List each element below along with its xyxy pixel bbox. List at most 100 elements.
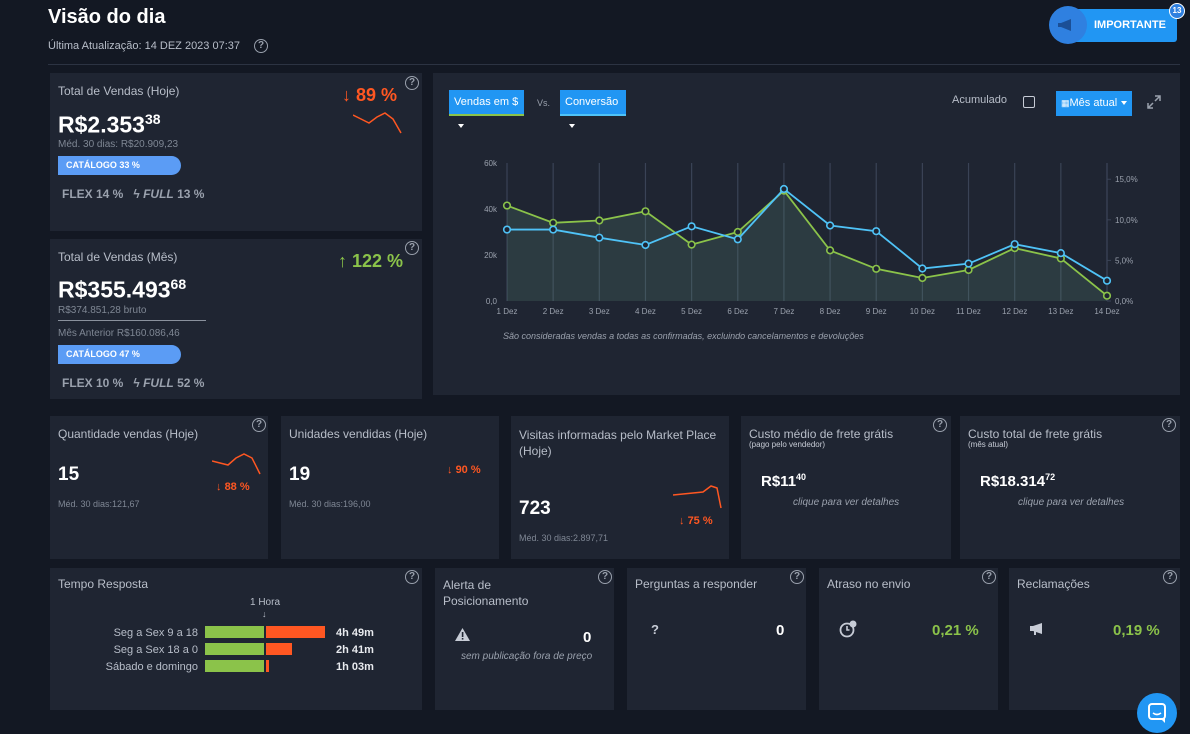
- vs-label: Vs.: [537, 98, 551, 108]
- x-tick-label: 13 Dez: [1048, 307, 1073, 316]
- alerta-title: Alerta de Posicionamento: [443, 578, 529, 608]
- kpi-freight-avg-link[interactable]: clique para ver detalhes: [793, 497, 900, 508]
- last-update-text: Última Atualização: 14 DEZ 2023 07:37: [48, 40, 241, 52]
- atraso-card: Atraso no envio ? 0,21 %: [819, 568, 998, 710]
- sales-point: [641, 207, 650, 216]
- conversion-point: [641, 240, 650, 250]
- header-divider: [48, 64, 1180, 65]
- tempo-row-label: Seg a Sex 18 a 0: [113, 644, 198, 656]
- sales-point: [918, 273, 927, 283]
- tempo-help-icon[interactable]: ?: [405, 570, 419, 584]
- x-tick-label: 2 Dez: [543, 307, 564, 316]
- chat-button[interactable]: [1137, 693, 1177, 733]
- warning-icon: [455, 628, 470, 641]
- x-tick-label: 12 Dez: [1002, 307, 1027, 316]
- conversion-point: [549, 225, 558, 234]
- sales-line: [506, 189, 1108, 297]
- tempo-row-red: [266, 626, 325, 638]
- kpi-units-title: Unidades vendidas (Hoje): [289, 427, 428, 441]
- x-tick-label: 5 Dez: [681, 307, 702, 316]
- conversion-line: [507, 187, 1108, 282]
- conversion-point: [1056, 249, 1065, 258]
- reclamacoes-help-icon[interactable]: ?: [1163, 570, 1177, 584]
- alerta-help-icon[interactable]: ?: [598, 570, 612, 584]
- sales-month-value: R$355.49368: [58, 276, 187, 303]
- kpi-freight-total-help-icon[interactable]: ?: [1162, 418, 1176, 432]
- conversao-dropdown[interactable]: Conversão: [560, 90, 626, 129]
- kpi-freight-total-link[interactable]: clique para ver detalhes: [1018, 497, 1125, 508]
- sales-month-divider: [58, 320, 206, 321]
- sales-point: [595, 216, 604, 225]
- kpi-visits-card: Visitas informadas pelo Market Place (Ho…: [511, 416, 729, 559]
- kpi-qty-card: Quantidade vendas (Hoje) ? 15 ↓ 88 % Méd…: [50, 416, 268, 559]
- y-left-tick-label: 60k: [484, 159, 498, 168]
- tempo-row-value: 4h 49m: [336, 627, 374, 639]
- kpi-freight-avg-help-icon[interactable]: ?: [933, 418, 947, 432]
- sales-month-card: Total de Vendas (Mês) ? ↑ 122 % R$355.49…: [50, 239, 422, 399]
- megaphone-icon-circle[interactable]: [1049, 6, 1087, 44]
- tempo-marker-arrow: ↓: [262, 609, 267, 619]
- y-right-tick-label: 5,0%: [1115, 256, 1133, 265]
- bolt-icon: ϟ: [133, 187, 140, 201]
- kpi-qty-value: 15: [58, 464, 80, 485]
- tempo-row-red: [266, 660, 269, 672]
- sales-point: [872, 264, 881, 273]
- kpi-visits-value: 723: [519, 498, 551, 519]
- megaphone-icon: [1030, 623, 1042, 635]
- x-tick-label: 3 Dez: [589, 307, 610, 316]
- atraso-title: Atraso no envio: [827, 577, 911, 591]
- period-dropdown[interactable]: ▦Mês atual: [1056, 91, 1132, 116]
- conversion-point: [1102, 276, 1112, 285]
- x-tick-label: 11 Dez: [956, 307, 981, 316]
- perguntas-card: Perguntas a responder ? ? 0: [627, 568, 806, 710]
- tempo-resposta-card: Tempo Resposta ? 1 Hora ↓ Seg a Sex 9 a …: [50, 568, 422, 710]
- sales-today-card: Total de Vendas (Hoje) ? ↓ 89 % R$2.3533…: [50, 73, 422, 231]
- kpi-freight-avg-title: Custo médio de frete grátis: [749, 427, 894, 441]
- reclamacoes-value: 0,19 %: [1113, 622, 1160, 639]
- kpi-freight-total-card: Custo total de frete grátis (mês atual) …: [960, 416, 1180, 559]
- sales-today-title: Total de Vendas (Hoje): [58, 84, 180, 98]
- acumulado-checkbox[interactable]: [1023, 96, 1035, 108]
- kpi-freight-total-subtitle: (mês atual): [968, 440, 1009, 449]
- sales-today-help-icon[interactable]: ?: [405, 76, 419, 90]
- alerta-value: 0: [583, 629, 592, 646]
- x-tick-label: 8 Dez: [820, 307, 841, 316]
- x-tick-label: 14 Dez: [1094, 307, 1119, 316]
- conversion-point: [779, 184, 789, 194]
- sales-month-help-icon[interactable]: ?: [405, 241, 419, 255]
- arrow-down-icon: ↓: [679, 515, 685, 527]
- conversion-point: [1010, 240, 1019, 249]
- update-help-icon[interactable]: ?: [254, 39, 268, 53]
- perguntas-help-icon[interactable]: ?: [790, 570, 804, 584]
- arrow-up-icon: ↑: [338, 251, 347, 271]
- conversion-point: [687, 222, 696, 231]
- sales-point: [549, 218, 558, 227]
- acumulado-label: Acumulado: [952, 94, 1008, 106]
- kpi-visits-sparkline: [673, 485, 722, 509]
- chart-note: São consideradas vendas a todas as confi…: [503, 331, 864, 341]
- vendas-dropdown[interactable]: Vendas em $: [449, 90, 524, 129]
- atraso-help-icon[interactable]: ?: [982, 570, 996, 584]
- kpi-freight-avg-subtitle: (pago pelo vendedor): [749, 440, 826, 449]
- x-tick-label: 10 Dez: [910, 307, 935, 316]
- tempo-row-label: Sábado e domingo: [105, 661, 198, 673]
- kpi-freight-avg-value: R$1140: [761, 472, 807, 490]
- y-left-tick-label: 40k: [484, 205, 498, 214]
- alerta-card: Alerta de Posicionamento ? 0 sem publica…: [435, 568, 614, 710]
- sales-month-prev: Mês Anterior R$160.086,46: [58, 328, 180, 339]
- sales-month-title: Total de Vendas (Mês): [58, 250, 178, 264]
- clock-alert-icon: [839, 620, 857, 638]
- sales-point: [502, 201, 512, 210]
- arrow-down-icon: ↓: [342, 85, 351, 105]
- kpi-qty-avg: Méd. 30 dias:121,67: [58, 499, 140, 509]
- conversion-point: [595, 233, 604, 242]
- calendar-icon: ▦: [1061, 98, 1070, 108]
- x-tick-label: 9 Dez: [866, 307, 887, 316]
- x-tick-label: 7 Dez: [773, 307, 794, 316]
- atraso-value: 0,21 %: [932, 622, 979, 639]
- expand-icon[interactable]: [1147, 95, 1161, 109]
- kpi-qty-help-icon[interactable]: ?: [252, 418, 266, 432]
- y-right-tick-label: 10,0%: [1115, 216, 1138, 225]
- x-tick-label: 1 Dez: [497, 307, 518, 316]
- kpi-units-value: 19: [289, 464, 311, 485]
